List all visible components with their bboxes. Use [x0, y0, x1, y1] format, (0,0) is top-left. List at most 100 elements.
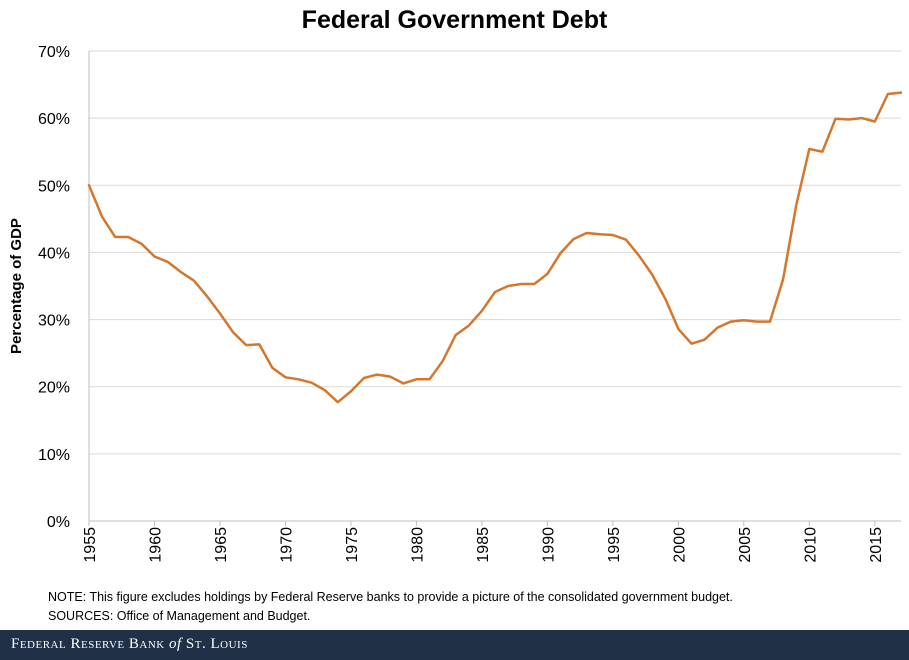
data-point	[402, 382, 405, 385]
data-point	[507, 285, 509, 287]
x-tick-label: 1990	[540, 527, 557, 563]
series-layer	[87, 91, 903, 404]
data-point	[114, 236, 117, 238]
footer-brand: Federal Reserve Bank of St. Louis	[11, 636, 248, 653]
data-point	[127, 236, 130, 238]
data-point	[441, 360, 444, 363]
x-tick-label: 1960	[147, 527, 164, 563]
data-point	[729, 320, 732, 323]
data-point	[756, 320, 758, 323]
data-point	[585, 232, 588, 234]
data-point	[900, 91, 902, 94]
data-point	[481, 309, 483, 312]
chart-note: NOTE: This figure excludes holdings by F…	[48, 590, 733, 604]
y-tick-label: 10%	[38, 447, 70, 464]
data-point	[323, 389, 326, 391]
data-point	[101, 215, 103, 218]
data-point	[703, 338, 706, 341]
data-point	[428, 378, 431, 381]
y-tick-label: 50%	[38, 178, 70, 195]
data-point	[821, 150, 824, 153]
x-tick-label: 1965	[213, 527, 230, 563]
data-point	[245, 344, 248, 346]
data-point	[454, 334, 457, 336]
y-tick-label: 30%	[38, 313, 70, 330]
chart-title: Federal Government Debt	[301, 6, 608, 34]
y-tick-label: 60%	[38, 111, 70, 128]
x-tick-label: 1970	[278, 527, 295, 563]
x-tick-label: 1955	[82, 527, 99, 563]
y-tick-label: 70%	[38, 44, 70, 61]
y-tick-label: 20%	[38, 380, 70, 397]
data-point	[860, 117, 863, 120]
footer-brand-part1: Federal Reserve Bank	[11, 636, 169, 652]
data-point	[88, 184, 90, 187]
data-point	[690, 342, 693, 345]
data-point	[795, 204, 798, 207]
data-point	[808, 148, 811, 150]
y-tick-label: 0%	[47, 514, 70, 531]
data-point	[638, 254, 640, 257]
data-point	[533, 283, 536, 285]
x-tick-label: 2000	[671, 527, 688, 563]
data-point	[336, 401, 339, 404]
data-point	[834, 117, 837, 120]
x-tick-label: 2005	[737, 527, 754, 563]
data-point	[769, 320, 771, 323]
data-point	[520, 283, 523, 285]
data-point	[664, 297, 667, 300]
data-point	[742, 319, 745, 322]
x-tick-label: 1975	[344, 527, 361, 563]
data-point	[494, 291, 496, 293]
data-point	[716, 326, 719, 329]
data-point	[625, 238, 627, 241]
data-point	[192, 279, 195, 282]
data-point	[284, 376, 287, 379]
footer-brand-part2: St. Louis	[181, 636, 248, 652]
y-tick-label: 40%	[38, 245, 70, 262]
data-point	[598, 233, 601, 236]
data-point	[205, 295, 208, 297]
data-point	[179, 271, 182, 273]
y-axis-label: Percentage of GDP	[8, 218, 25, 354]
data-point	[232, 331, 234, 334]
data-point	[376, 373, 379, 376]
data-point	[847, 118, 850, 121]
data-point	[887, 93, 889, 95]
data-point	[166, 260, 169, 263]
x-tick-label: 1995	[606, 527, 623, 563]
data-point	[389, 375, 392, 378]
chart-area: 0% 10% 20% 30% 40% 50% 60% 70% 1955 1960 1965 1970…	[8, 44, 903, 563]
data-point	[350, 390, 352, 393]
data-point	[677, 328, 680, 330]
x-tick-label: 1985	[475, 527, 492, 563]
footer-bar: Federal Reserve Bank of St. Louis	[0, 630, 909, 660]
data-point	[546, 273, 549, 275]
data-point	[651, 273, 654, 276]
x-tick-label: 1980	[409, 527, 426, 563]
x-tick-label: 2010	[802, 527, 819, 563]
data-point	[467, 324, 470, 327]
data-point	[782, 278, 785, 281]
data-point	[873, 120, 876, 123]
data-point	[140, 242, 143, 245]
data-point	[258, 343, 261, 346]
data-point	[219, 312, 221, 315]
data-point	[559, 252, 562, 255]
data-point	[153, 255, 156, 258]
data-point	[611, 234, 614, 236]
data-point	[297, 378, 300, 381]
x-tick-labels: 1955 1960 1965 1970 1975 1980 1985 1990 1995 2000…	[82, 527, 885, 563]
data-point	[363, 377, 365, 379]
data-point	[415, 378, 418, 381]
x-tick-label: 2015	[868, 527, 885, 563]
data-point	[310, 381, 313, 384]
data-point	[572, 238, 575, 240]
footer-brand-of: of	[169, 636, 182, 652]
y-tick-labels: 0% 10% 20% 30% 40% 50% 60% 70%	[38, 44, 70, 531]
data-point	[271, 367, 274, 369]
gridlines	[89, 50, 901, 455]
series-line	[87, 91, 903, 404]
axes	[88, 51, 901, 526]
chart-sources: SOURCES: Office of Management and Budget…	[48, 609, 311, 623]
